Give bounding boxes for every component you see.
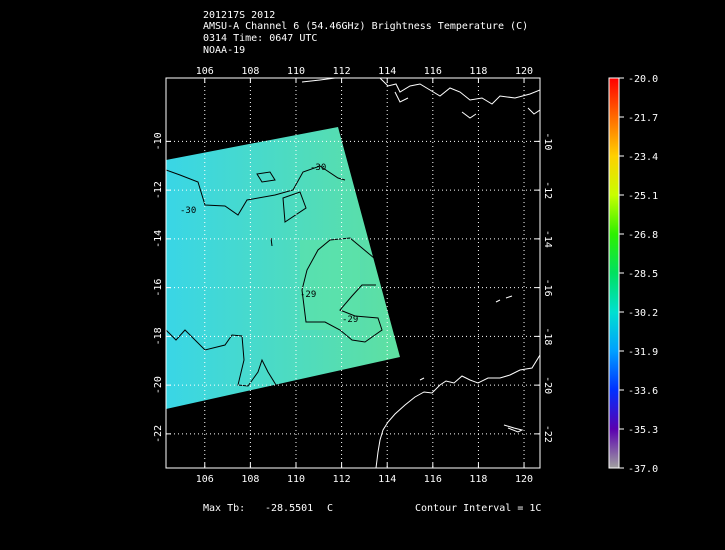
title-time: 0314 Time: 0647 UTC	[203, 33, 318, 44]
contour-label: -29	[300, 290, 316, 300]
contour-interval: Contour Interval = 1C	[415, 503, 542, 514]
lon-tick-label-top: 108	[241, 66, 259, 77]
colorbar-label: -26.8	[628, 230, 658, 241]
contour-line	[282, 191, 307, 223]
max-tb-unit: C	[327, 503, 334, 514]
coastline-australia	[375, 354, 540, 468]
lat-tick-label-right: -22	[542, 425, 553, 443]
contour-labels: -30 -30 -29 -29	[180, 163, 358, 325]
colorbar-label: -23.4	[628, 152, 658, 163]
contour-line	[301, 237, 383, 343]
colorbar-label: -31.9	[628, 347, 658, 358]
graticule	[166, 78, 540, 468]
lat-tick-label-left: -12	[153, 181, 164, 199]
contour-line	[256, 171, 276, 183]
swath-warm-region	[300, 240, 360, 330]
map-frame	[165, 77, 541, 469]
lat-tick-label-left: -16	[153, 279, 164, 297]
lat-tick-label-right: -18	[542, 327, 553, 345]
lat-tick-label-right: -16	[542, 279, 553, 297]
coastline-timor	[527, 107, 540, 115]
coastline	[301, 78, 540, 468]
coastline-islet	[495, 295, 513, 303]
colorbar-label: -33.6	[628, 386, 658, 397]
colorbar-label: -28.5	[628, 269, 658, 280]
swath-layer: -30 -30 -29 -29	[166, 127, 400, 409]
title-satellite: NOAA-19	[203, 45, 246, 56]
lat-tick-label-left: -20	[153, 376, 164, 394]
coastline-reef	[503, 424, 524, 433]
colorbar-label: -21.7	[628, 113, 658, 124]
lat-tick-label-left: -18	[153, 327, 164, 345]
lon-tick-label-top: 118	[469, 66, 487, 77]
lon-tick-label-bottom: 114	[378, 474, 396, 485]
lat-tick-label-right: -10	[542, 132, 553, 150]
lon-tick-label-bottom: 118	[469, 474, 487, 485]
map-ticks: 106 106 108 108 110 110 112 112 114 114 116 116 118 1…	[153, 66, 553, 485]
contour-lines	[166, 165, 383, 387]
colorbar-ticks: -20.0 -21.7 -23.4 -25.1 -26.8 -28.5 -30.2 -31.9…	[619, 74, 658, 475]
coastline-bali-lombok	[379, 78, 540, 105]
contour-label: -29	[342, 315, 358, 325]
lon-tick-label-bottom: 106	[196, 474, 214, 485]
title-channel: AMSU-A Channel 6 (54.46GHz) Brightness T…	[203, 21, 529, 32]
coastline-sumba	[461, 111, 477, 119]
lon-tick-label-top: 112	[333, 66, 351, 77]
contour-line	[270, 237, 273, 247]
lon-tick-label-bottom: 116	[424, 474, 442, 485]
colorbar	[608, 77, 620, 469]
lat-tick-label-left: -22	[153, 425, 164, 443]
lat-tick-label-left: -14	[153, 230, 164, 248]
lat-tick-label-left: -10	[153, 132, 164, 150]
lat-tick-label-right: -14	[542, 230, 553, 248]
colorbar-label: -35.3	[628, 425, 658, 436]
lon-tick-label-top: 120	[515, 66, 533, 77]
max-tb-label: Max Tb:	[203, 503, 246, 514]
swath-area	[166, 127, 400, 409]
contour-line	[166, 165, 346, 216]
lon-tick-label-top: 116	[424, 66, 442, 77]
colorbar-label: -37.0	[628, 464, 658, 475]
lon-tick-label-top: 114	[378, 66, 396, 77]
lon-tick-label-bottom: 112	[333, 474, 351, 485]
coastline-islet	[419, 377, 425, 381]
lon-tick-label-top: 110	[287, 66, 305, 77]
colorbar-label: -20.0	[628, 74, 658, 85]
lat-tick-label-right: -20	[542, 376, 553, 394]
lon-tick-label-top: 106	[196, 66, 214, 77]
colorbar-label: -30.2	[628, 308, 658, 319]
contour-label: -30	[180, 206, 196, 216]
max-tb-value: -28.5501	[265, 503, 314, 514]
lon-tick-label-bottom: 120	[515, 474, 533, 485]
lat-tick-label-right: -12	[542, 181, 553, 199]
title-date: 201217S 2012	[203, 10, 276, 21]
contour-line	[166, 329, 277, 387]
contour-label: -30	[310, 163, 326, 173]
colorbar-label: -25.1	[628, 191, 658, 202]
coastline-sumbawa	[394, 91, 409, 103]
coastline-java	[301, 78, 336, 83]
lon-tick-label-bottom: 110	[287, 474, 305, 485]
lon-tick-label-bottom: 108	[241, 474, 259, 485]
